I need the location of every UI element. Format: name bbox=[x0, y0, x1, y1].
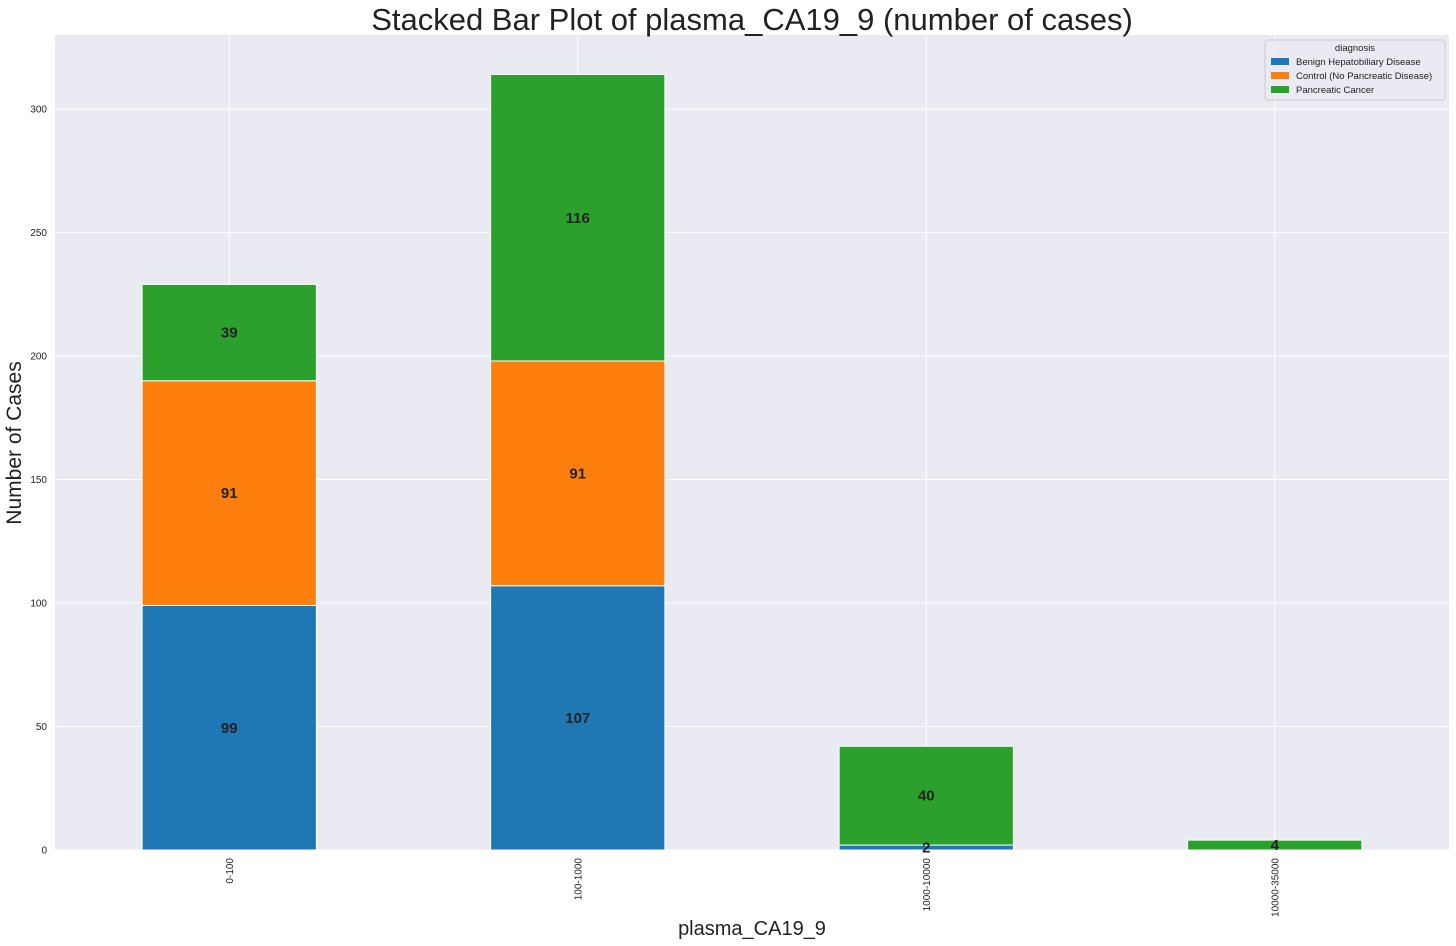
legend-entry-label: Control (No Pancreatic Disease) bbox=[1296, 71, 1432, 82]
legend-box bbox=[1264, 39, 1446, 101]
y-tick-label: 0 bbox=[41, 846, 47, 857]
x-tick-label: 0-100 bbox=[225, 858, 236, 884]
bar-value-label: 4 bbox=[1271, 837, 1280, 854]
x-tick-label: 1000-10000 bbox=[922, 858, 933, 912]
bar-value-label: 116 bbox=[566, 210, 590, 227]
legend-swatch bbox=[1271, 72, 1289, 79]
x-axis-ticks: 0-100 100-1000 1000-10000 10000-35000 bbox=[225, 858, 1282, 917]
legend-swatch bbox=[1271, 86, 1289, 93]
bar-value-label: 107 bbox=[565, 710, 590, 727]
bar-value-label: 99 bbox=[221, 720, 238, 737]
y-axis-label: Number of Cases bbox=[3, 361, 26, 524]
bar-segment bbox=[490, 585, 666, 851]
bar-value-label: 91 bbox=[569, 465, 586, 482]
bar-segment bbox=[1187, 839, 1363, 851]
legend: diagnosis Benign Hepatobiliary Disease Con… bbox=[1264, 39, 1446, 101]
legend-title: diagnosis bbox=[1335, 43, 1375, 54]
data-labels: 99 91 39 107 91 116 2 40 4 bbox=[221, 210, 1280, 857]
bar-segment bbox=[141, 283, 317, 382]
x-tick-label: 10000-35000 bbox=[1270, 858, 1281, 917]
chart-title: Stacked Bar Plot of plasma_CA19_9 (numbe… bbox=[371, 2, 1133, 37]
y-tick-label: 300 bbox=[30, 105, 47, 116]
y-tick-label: 100 bbox=[30, 599, 47, 610]
legend-entry-label: Pancreatic Cancer bbox=[1296, 85, 1374, 96]
bar-segment bbox=[141, 380, 317, 606]
bar-segment bbox=[490, 74, 666, 362]
bar-segment bbox=[490, 360, 666, 587]
legend-entry-label: Benign Hepatobiliary Disease bbox=[1296, 57, 1421, 68]
bars bbox=[141, 74, 1363, 851]
bar-value-label: 91 bbox=[221, 485, 238, 502]
bar-segment bbox=[141, 605, 317, 851]
legend-swatch bbox=[1271, 58, 1289, 65]
bar-value-label: 40 bbox=[918, 788, 935, 805]
y-tick-label: 200 bbox=[30, 352, 47, 363]
y-tick-label: 50 bbox=[36, 722, 48, 733]
bar-value-label: 2 bbox=[922, 840, 930, 857]
y-axis-ticks: 0 50 100 150 200 250 300 bbox=[30, 105, 47, 857]
x-axis-label: plasma_CA19_9 bbox=[678, 918, 826, 940]
y-tick-label: 250 bbox=[30, 228, 47, 239]
y-tick-label: 150 bbox=[30, 475, 47, 486]
bar-segment bbox=[838, 745, 1014, 846]
bar-value-label: 39 bbox=[221, 325, 238, 342]
x-tick-label: 100-1000 bbox=[573, 858, 584, 901]
